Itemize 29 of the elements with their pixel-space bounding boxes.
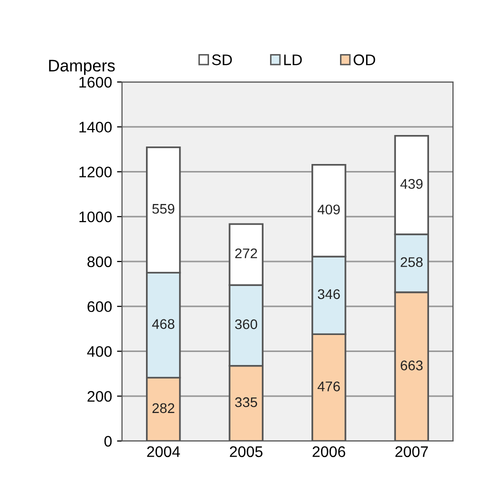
y-tick-label: 0 — [104, 436, 112, 447]
data-label: 346 — [318, 289, 340, 300]
y-tick-label: 400 — [87, 346, 112, 357]
y-tick-label: 1000 — [79, 211, 112, 222]
x-tick-label: 2004 — [147, 446, 180, 458]
legend-label: SD — [212, 54, 232, 66]
x-tick-label: 2006 — [312, 446, 346, 458]
data-label: 335 — [235, 397, 258, 408]
data-label: 258 — [400, 257, 423, 268]
data-label: 476 — [318, 381, 340, 392]
data-label: 663 — [400, 360, 423, 370]
x-tick-label: 2005 — [230, 446, 262, 458]
y-axis-title: Dampers — [49, 60, 115, 75]
y-tick-label: 800 — [87, 256, 112, 268]
data-label: 272 — [235, 248, 258, 258]
y-tick-label: 1200 — [79, 166, 112, 178]
data-label: 439 — [400, 178, 423, 189]
y-tick-label: 200 — [88, 390, 112, 402]
data-label: 468 — [152, 319, 174, 329]
legend-label: OD — [354, 54, 376, 66]
data-label: 409 — [318, 204, 340, 214]
data-label: 360 — [235, 319, 258, 330]
data-label: 559 — [152, 204, 174, 214]
y-tick-label: 1600 — [79, 76, 112, 88]
y-tick-label: 600 — [88, 301, 112, 312]
data-label: 282 — [152, 403, 174, 414]
legend-label: LD — [284, 54, 302, 66]
x-tick-label: 2007 — [395, 446, 428, 458]
y-tick-label: 1400 — [79, 122, 112, 133]
